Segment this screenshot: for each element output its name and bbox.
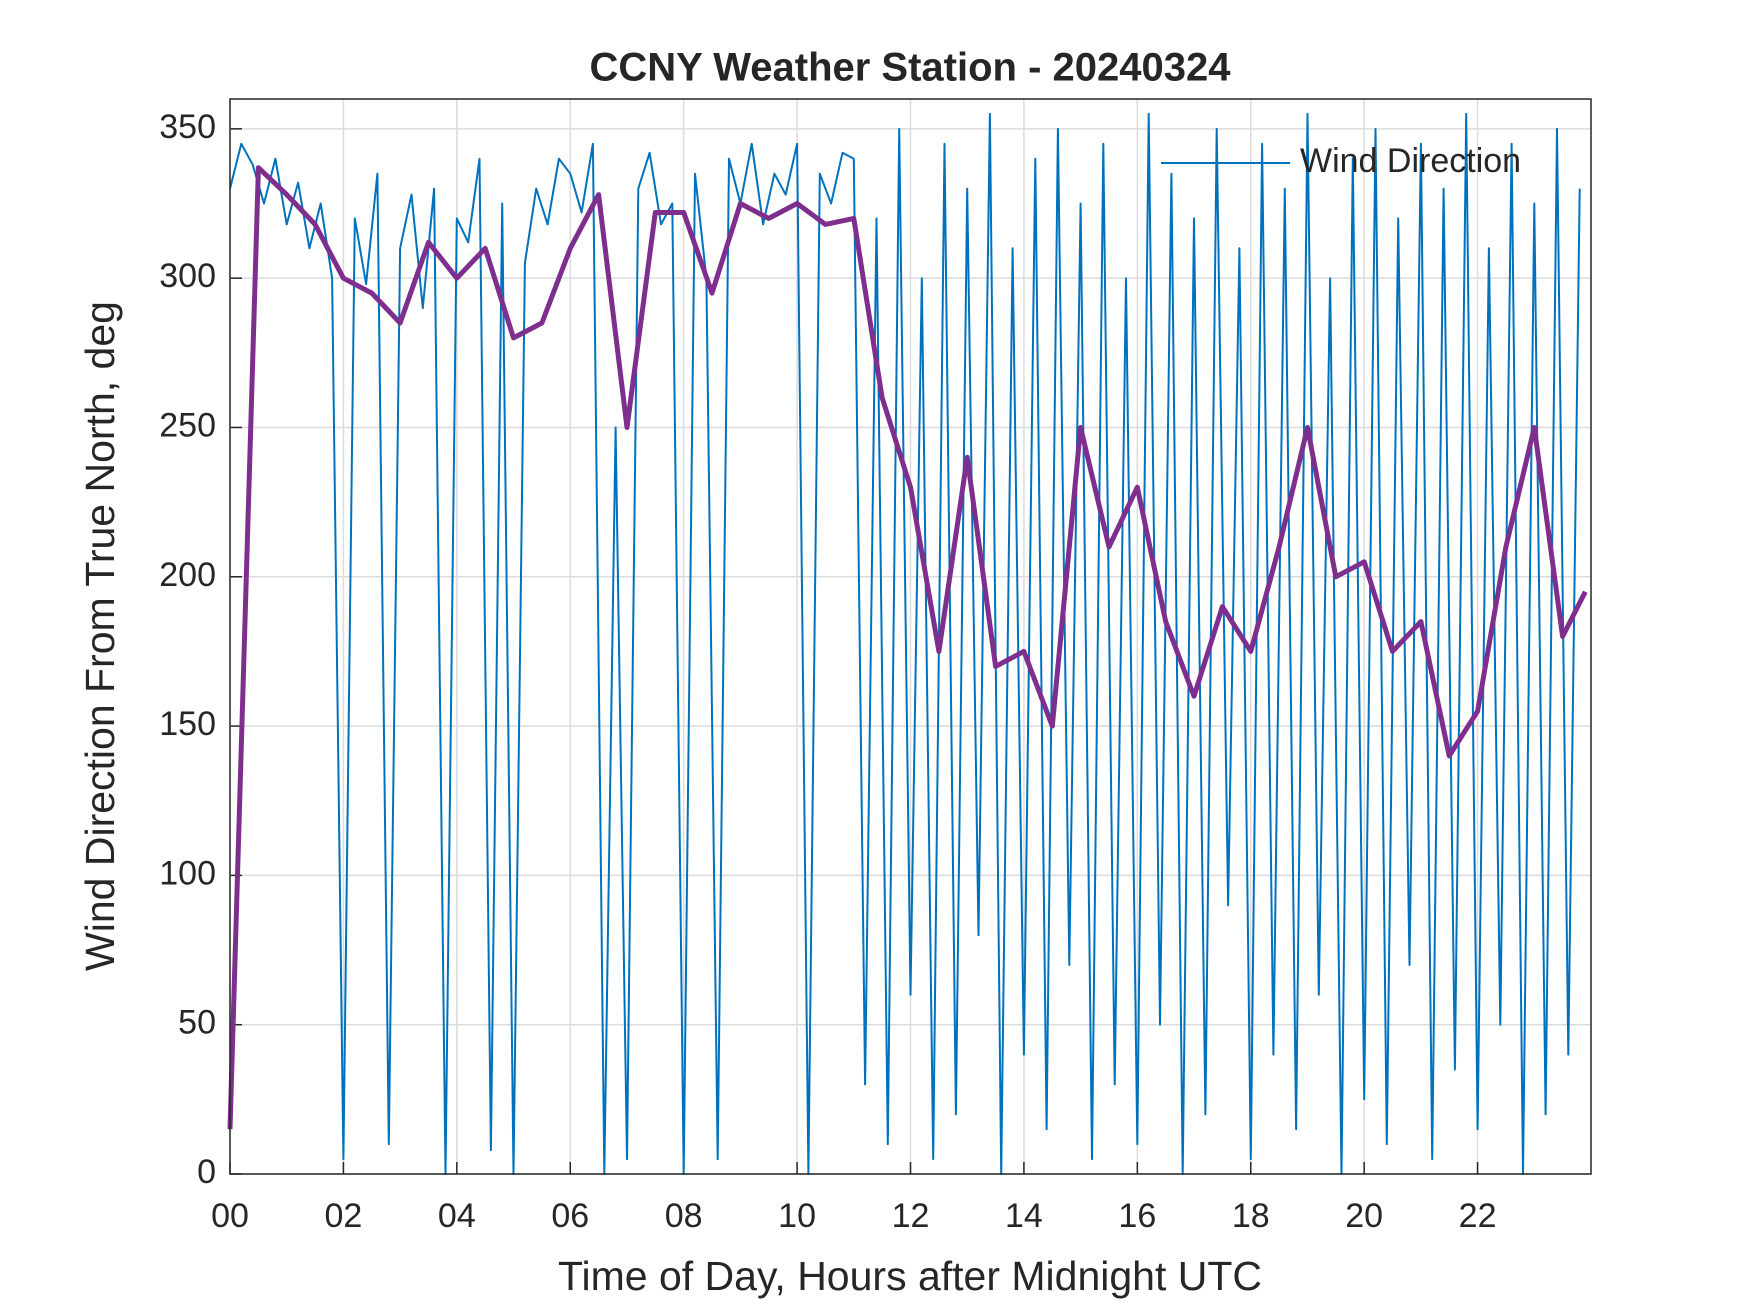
line-series (229, 112, 1581, 1175)
y-tick-label: 250 (159, 406, 216, 444)
line-series (227, 165, 1588, 1130)
x-tick-label: 20 (1345, 1197, 1383, 1235)
x-tick-label: 16 (1118, 1197, 1156, 1235)
y-tick-label: 50 (178, 1004, 216, 1042)
x-tick-label: 06 (551, 1197, 589, 1235)
y-tick-label: 300 (159, 257, 216, 295)
x-tick-label: 04 (438, 1197, 476, 1235)
y-tick-label: 150 (159, 705, 216, 743)
x-axis-label: Time of Day, Hours after Midnight UTC (558, 1253, 1262, 1299)
x-tick-label: 14 (1005, 1197, 1043, 1235)
y-tick-label: 350 (159, 108, 216, 146)
x-tick-label: 18 (1232, 1197, 1270, 1235)
plot-frame (229, 98, 1592, 1175)
x-tick-label: 08 (665, 1197, 703, 1235)
legend-label: Wind Direction (1300, 142, 1521, 180)
x-tick-label: 22 (1459, 1197, 1497, 1235)
x-tick-label: 02 (325, 1197, 363, 1235)
x-tick-label: 10 (778, 1197, 816, 1235)
chart-title: CCNY Weather Station - 20240324 (590, 46, 1232, 90)
y-tick-label: 100 (159, 854, 216, 892)
x-tick-label: 00 (211, 1197, 249, 1235)
y-axis-label: Wind Direction From True North, deg (77, 301, 123, 971)
x-tick-label: 12 (892, 1197, 930, 1235)
y-tick-label: 200 (159, 556, 216, 594)
y-tick-label: 0 (197, 1153, 216, 1191)
